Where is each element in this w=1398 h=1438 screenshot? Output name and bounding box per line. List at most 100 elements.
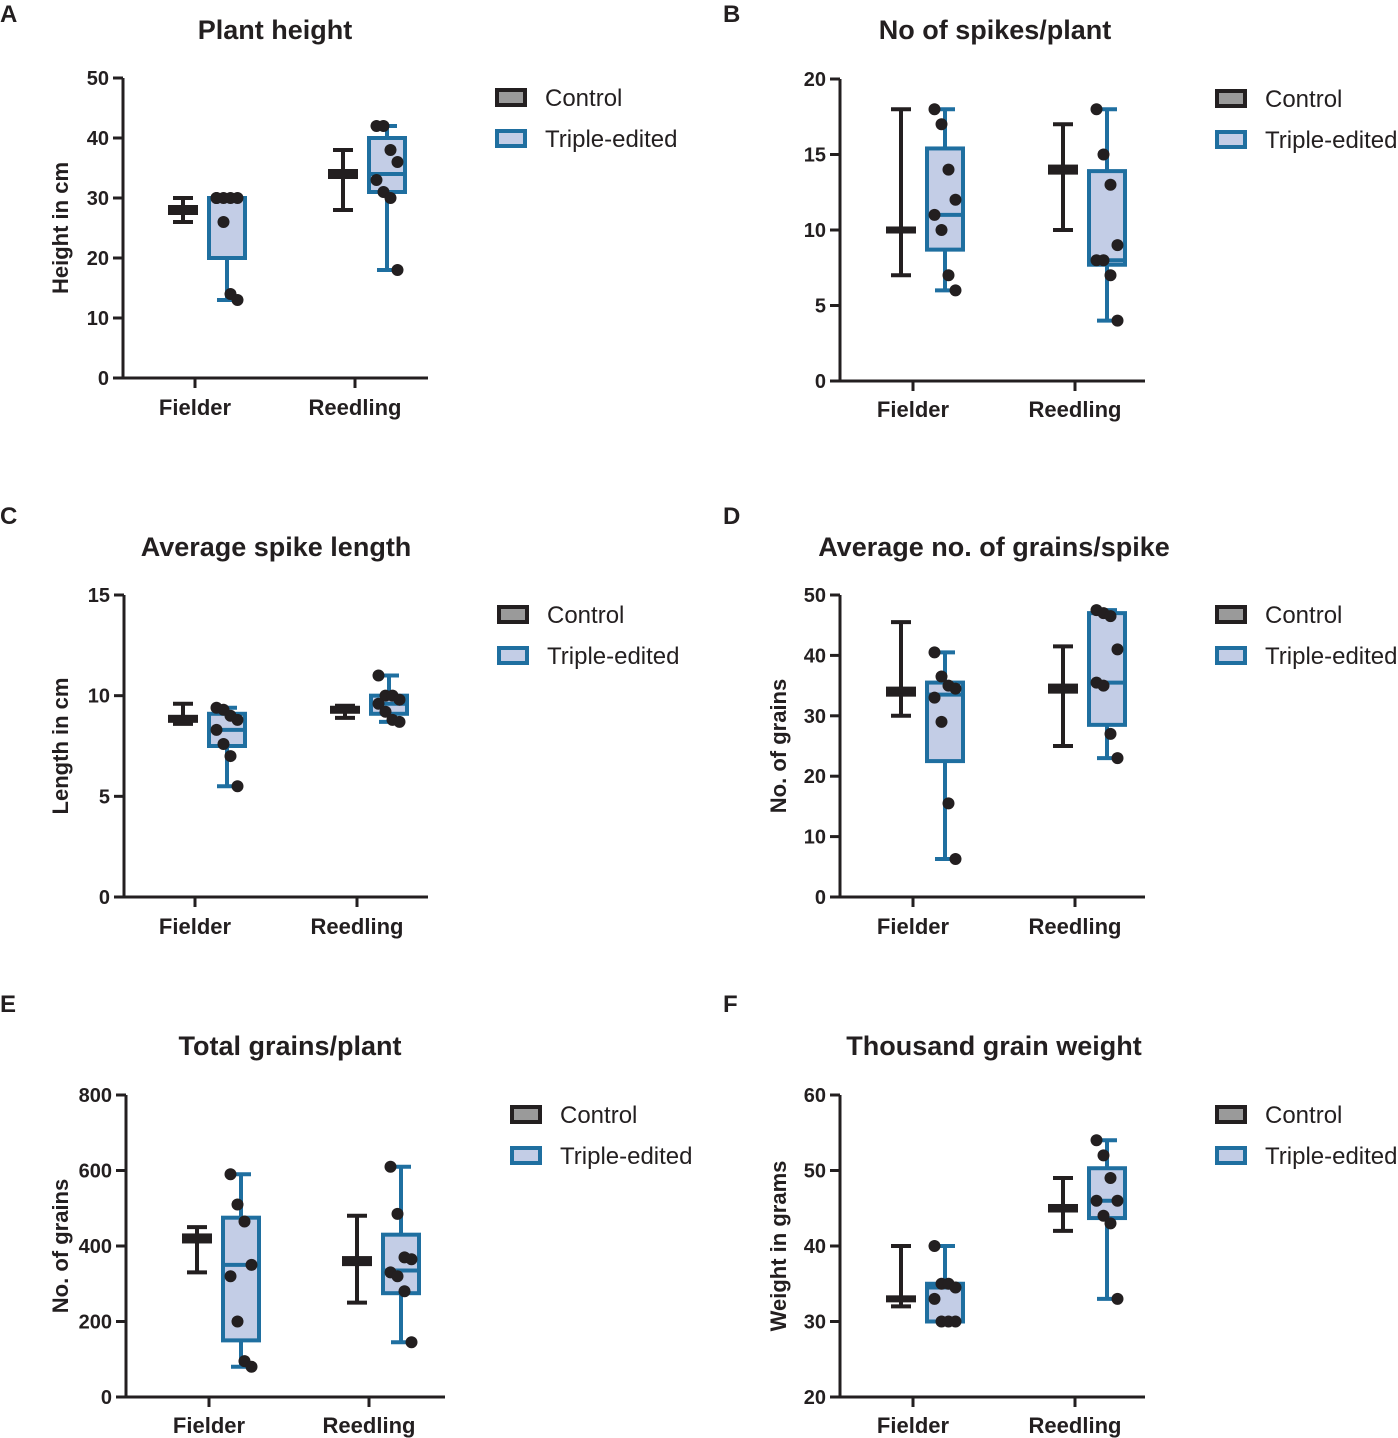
chart-title: Plant height xyxy=(198,15,353,45)
data-point xyxy=(377,120,390,132)
y-axis-label: No. of grains xyxy=(766,679,791,813)
data-point xyxy=(231,780,244,793)
x-tick-label: Reedling xyxy=(1029,397,1122,422)
data-point xyxy=(928,1292,941,1305)
data-point xyxy=(384,1160,397,1173)
triple-edited-box-fielder xyxy=(925,103,965,297)
panel-letter: D xyxy=(723,503,740,530)
triple-edited-box-reedling xyxy=(1087,604,1127,765)
box-iqr xyxy=(1087,611,1127,727)
legend-label-control: Control xyxy=(1265,86,1342,113)
triple-edited-box-fielder xyxy=(207,192,247,306)
y-tick-label: 10 xyxy=(804,220,826,242)
data-point xyxy=(1104,269,1117,282)
x-tick-label: Reedling xyxy=(323,1413,416,1438)
data-point xyxy=(949,284,962,297)
data-point xyxy=(231,713,244,726)
data-point xyxy=(245,1258,258,1271)
control-box-reedling xyxy=(1048,644,1078,748)
x-tick-label: Fielder xyxy=(159,395,232,420)
y-axis-label: Weight in grams xyxy=(766,1161,791,1332)
legend-swatch-triple-edited xyxy=(1215,1146,1247,1165)
data-point xyxy=(393,715,406,728)
y-tick-label: 0 xyxy=(99,887,110,909)
data-point xyxy=(231,1198,244,1211)
y-tick-label: 50 xyxy=(804,585,826,607)
data-point xyxy=(210,192,223,204)
x-tick-label: Fielder xyxy=(877,397,950,422)
legend-swatch-triple-edited xyxy=(495,129,527,148)
data-point xyxy=(391,1270,404,1283)
x-tick-label: Reedling xyxy=(309,395,402,420)
panel-letter: F xyxy=(723,991,738,1018)
data-point xyxy=(231,1315,244,1328)
y-tick-label: 60 xyxy=(804,1085,826,1107)
data-point xyxy=(231,192,244,204)
legend-swatch-control xyxy=(1215,1105,1247,1124)
data-point xyxy=(372,669,385,682)
control-box-fielder xyxy=(182,1225,212,1275)
y-axis-label: Height in cm xyxy=(48,162,73,294)
legend-swatch-control xyxy=(510,1105,542,1124)
legend-swatch-control xyxy=(495,88,527,107)
data-point xyxy=(391,1207,404,1220)
panel-E: E Total grains/plant 0 200 400 600 800 No. of g… xyxy=(0,991,693,1438)
y-tick-label: 30 xyxy=(804,1312,826,1334)
data-point xyxy=(942,163,955,176)
chart-title: Average no. of grains/spike xyxy=(818,532,1170,562)
x-tick-label: Fielder xyxy=(877,914,950,939)
y-axis-label: Length in cm xyxy=(48,678,73,815)
y-tick-label: 10 xyxy=(88,686,110,708)
legend-swatch-control xyxy=(497,605,529,624)
y-tick-label: 40 xyxy=(87,128,109,150)
y-tick-label: 50 xyxy=(87,68,109,90)
box-iqr xyxy=(207,196,247,260)
panel-letter: B xyxy=(723,1,740,28)
data-point xyxy=(949,1315,962,1328)
triple-edited-box-reedling xyxy=(381,1160,421,1349)
legend-label-control: Control xyxy=(560,1102,637,1129)
x-tick-label: Reedling xyxy=(1029,1413,1122,1438)
data-point xyxy=(942,797,955,810)
legend-swatch-control xyxy=(1215,89,1247,108)
y-tick-label: 20 xyxy=(804,1387,826,1409)
data-point xyxy=(1104,727,1117,740)
legend-label-triple-edited: Triple-edited xyxy=(560,1143,693,1170)
data-point xyxy=(238,1215,251,1228)
data-point xyxy=(1111,239,1124,252)
control-box-reedling xyxy=(1048,1176,1078,1233)
data-point xyxy=(379,705,392,718)
legend-swatch-triple-edited xyxy=(1215,646,1247,665)
data-point xyxy=(935,670,948,683)
data-point xyxy=(1097,148,1110,161)
y-tick-label: 5 xyxy=(99,786,110,808)
data-point xyxy=(405,1253,418,1266)
data-point xyxy=(1104,178,1117,191)
data-point xyxy=(1111,1292,1124,1305)
legend-label-control: Control xyxy=(547,602,624,629)
panel-F: F Thousand grain weight 20 30 40 50 60 Weight i… xyxy=(723,991,1398,1438)
control-box-fielder xyxy=(886,107,916,278)
data-point xyxy=(224,1270,237,1283)
x-tick-label: Reedling xyxy=(1029,914,1122,939)
legend-label-triple-edited: Triple-edited xyxy=(1265,643,1398,670)
data-point xyxy=(949,682,962,695)
data-point xyxy=(393,693,406,706)
y-tick-label: 200 xyxy=(79,1312,112,1334)
y-tick-label: 0 xyxy=(815,887,826,909)
data-point xyxy=(935,224,948,236)
control-box-fielder xyxy=(886,1244,916,1309)
triple-edited-box-fielder xyxy=(925,646,965,865)
data-point xyxy=(245,1360,258,1373)
data-point xyxy=(391,264,404,276)
y-axis-label: No. of grains xyxy=(48,1179,73,1313)
data-point xyxy=(942,269,955,282)
panel-A: A Plant height 0 10 20 30 40 50 Height in cm Fiel… xyxy=(0,1,678,420)
data-point xyxy=(928,103,941,116)
y-tick-label: 20 xyxy=(804,766,826,788)
data-point xyxy=(949,1281,962,1294)
panel-D: D Average no. of grains/spike 0 10 20 30 40 50 N… xyxy=(723,503,1398,939)
chart-title: Thousand grain weight xyxy=(846,1031,1142,1061)
data-point xyxy=(372,697,385,710)
